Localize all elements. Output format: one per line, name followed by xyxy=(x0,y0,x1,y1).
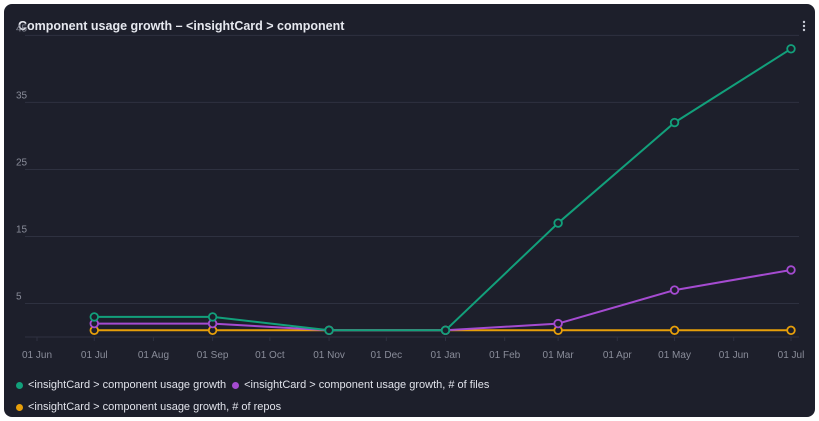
x-tick-label: 01 Apr xyxy=(603,350,633,361)
data-point-files xyxy=(669,285,680,295)
card-title: Component usage growth – <insightCard > … xyxy=(18,19,345,33)
data-point-files xyxy=(786,265,796,275)
x-tick-label: 01 Nov xyxy=(313,350,345,361)
data-point-usage xyxy=(440,325,451,335)
x-tick-label: 01 Feb xyxy=(489,350,521,361)
legend-item-repos[interactable]: <insightCard > component usage growth, #… xyxy=(16,401,281,413)
x-tick-label: 01 Mar xyxy=(543,350,575,361)
more-vertical-icon[interactable] xyxy=(797,16,811,36)
legend-label-repos: <insightCard > component usage growth, #… xyxy=(28,401,282,413)
data-point-repos xyxy=(786,325,796,335)
x-tick-label: 01 Jul xyxy=(81,350,108,361)
insight-card: Component usage growth – <insightCard > … xyxy=(4,4,815,417)
data-point-usage xyxy=(553,218,563,228)
line-chart: 5 15 25 35 45 01 Jun 01 Jul 01 Aug 01 Sep 01 Oct 0… xyxy=(16,23,805,361)
data-point-usage xyxy=(669,117,680,128)
data-point-usage xyxy=(207,312,218,322)
x-tick-label: 01 Jun xyxy=(22,350,52,361)
series-line-files xyxy=(94,268,792,332)
x-tick-label: 01 Oct xyxy=(255,350,285,361)
x-tick-label: 01 Jan xyxy=(430,350,460,361)
y-tick-label: 45 xyxy=(16,23,28,34)
x-tick-label: 01 Dec xyxy=(370,350,402,361)
x-tick-label: 01 Jun xyxy=(719,350,749,361)
legend-item-files[interactable]: <insightCard > component usage growth, #… xyxy=(232,379,489,391)
legend-dot-files xyxy=(232,381,240,389)
x-tick-label: 01 Aug xyxy=(138,350,169,361)
legend-item-usage[interactable]: <insightCard > component usage growth xyxy=(16,379,226,391)
x-tick-label: 01 Sep xyxy=(197,350,229,361)
legend-dot-repos xyxy=(16,403,23,411)
y-tick-label: 25 xyxy=(16,157,28,168)
data-point-usage xyxy=(786,44,796,54)
x-tick-label: 01 May xyxy=(658,350,691,361)
legend-label-files: <insightCard > component usage growth, #… xyxy=(244,379,490,391)
y-tick-label: 5 xyxy=(16,291,22,302)
x-tick-label: 01 Jul xyxy=(778,350,805,361)
legend-dot-usage xyxy=(16,381,23,389)
data-point-files xyxy=(553,318,563,329)
data-point-usage xyxy=(89,312,99,322)
data-point-repos xyxy=(669,325,680,335)
chart-legend: <insightCard > component usage growth <i… xyxy=(16,374,796,418)
data-point-usage xyxy=(324,325,334,335)
y-tick-label: 15 xyxy=(16,224,28,235)
legend-label-usage: <insightCard > component usage growth xyxy=(28,379,227,391)
y-tick-label: 35 xyxy=(16,90,28,101)
